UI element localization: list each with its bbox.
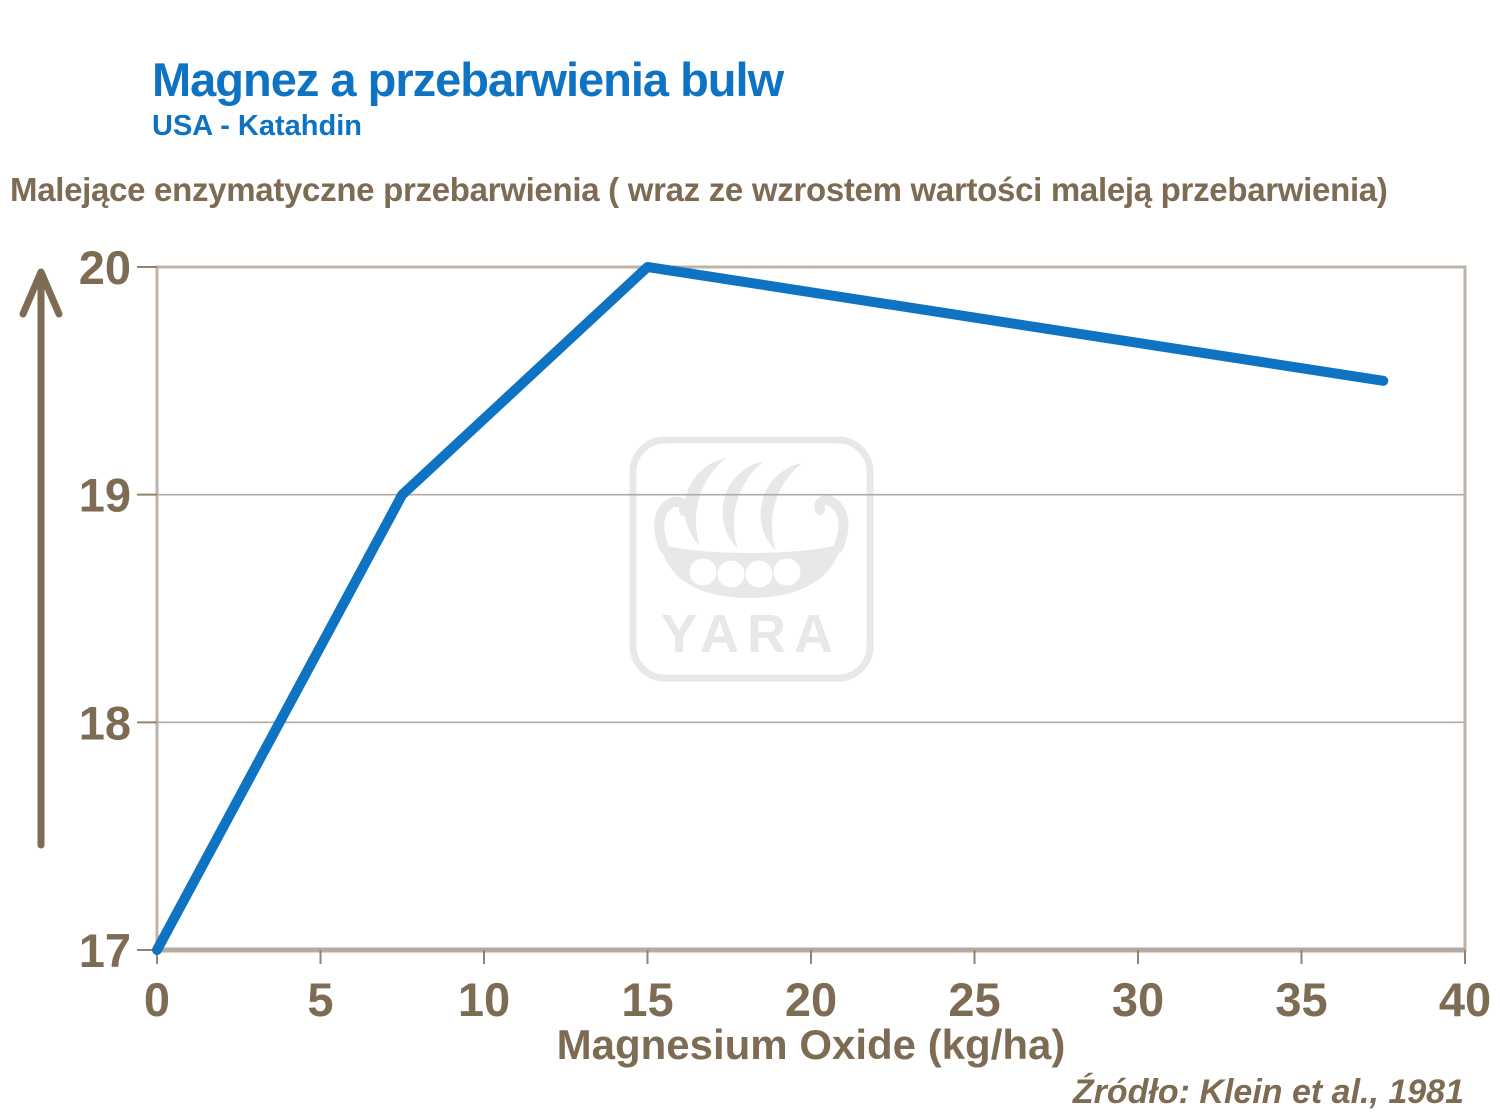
y-tick-label: 19 <box>79 469 131 522</box>
shield-icon <box>745 560 773 588</box>
up-arrow-icon <box>19 268 63 849</box>
shield-icon <box>773 558 801 586</box>
x-axis-title: Magnesium Oxide (kg/ha) <box>556 1021 1066 1068</box>
data-line <box>152 262 1389 955</box>
shield-icon <box>717 560 745 588</box>
axis-tick-labels: 17 18 19 20 0 5 10 15 20 25 30 35 40 <box>79 241 1491 1026</box>
x-tick-label: 25 <box>948 973 1000 1026</box>
page-title: Magnez a przebarwienia bulw <box>152 53 784 106</box>
ship-stern-icon <box>814 495 849 553</box>
source-citation: Źródło: Klein et al., 1981 <box>1072 1073 1464 1111</box>
sail-icon <box>722 461 764 549</box>
x-tick-label: 30 <box>1112 973 1164 1026</box>
page-subtitle: USA - Katahdin <box>152 110 362 142</box>
watermark-text: YARA <box>661 604 841 664</box>
y-tick-label: 17 <box>79 924 131 977</box>
ship-prow-icon <box>654 496 690 553</box>
gridlines <box>157 493 1465 724</box>
sail-icon <box>760 463 802 551</box>
x-tick-label: 20 <box>785 973 837 1026</box>
x-tick-label: 35 <box>1275 973 1327 1026</box>
x-tick-label: 15 <box>621 973 673 1026</box>
x-tick-label: 40 <box>1439 973 1491 1026</box>
shield-icon <box>689 558 717 586</box>
y-axis-description: Malejące enzymatyczne przebarwienia ( wr… <box>10 171 1388 208</box>
x-tick-label: 0 <box>144 973 170 1026</box>
sail-icon <box>684 458 726 546</box>
x-tick-label: 5 <box>307 973 333 1026</box>
y-tick-label: 18 <box>79 696 131 749</box>
data-series <box>152 262 1389 955</box>
x-tick-label: 10 <box>458 973 510 1026</box>
yara-logo-watermark-icon: YARA <box>629 436 874 682</box>
y-tick-label: 20 <box>79 241 131 294</box>
